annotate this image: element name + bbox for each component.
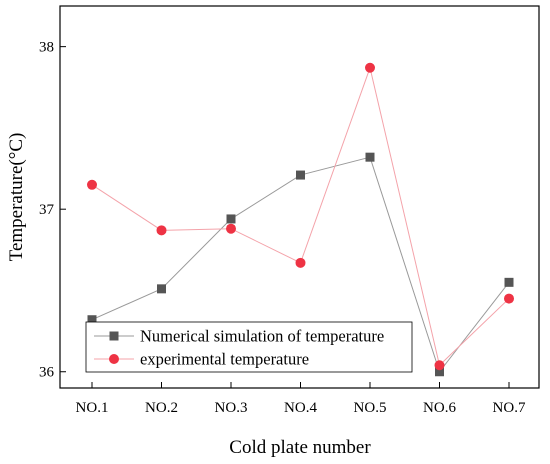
data-point bbox=[365, 152, 375, 162]
data-point bbox=[226, 214, 236, 224]
series-1 bbox=[87, 62, 514, 371]
x-axis-title: Cold plate number bbox=[229, 437, 371, 458]
legend-item: Numerical simulation of temperature bbox=[94, 327, 384, 346]
plot-frame bbox=[59, 5, 540, 389]
x-tick-label: NO.5 bbox=[354, 400, 387, 416]
legend: Numerical simulation of temperature exper… bbox=[85, 321, 413, 373]
y-tick-label: 38 bbox=[39, 40, 54, 56]
y-tick-label: 36 bbox=[39, 365, 55, 381]
data-point bbox=[435, 367, 444, 377]
legend-label: Numerical simulation of temperature bbox=[140, 327, 384, 346]
data-point bbox=[296, 170, 305, 180]
data-point bbox=[87, 179, 97, 190]
x-tick-label: NO.7 bbox=[493, 400, 526, 416]
data-point bbox=[295, 257, 306, 268]
legend-items: Numerical simulation of temperature exper… bbox=[94, 327, 384, 369]
y-tick-label: 37 bbox=[39, 202, 55, 218]
series-0 bbox=[87, 152, 514, 377]
x-tick-label: NO.4 bbox=[284, 400, 317, 416]
x-axis-ticks: NO.1 NO.2 NO.3 NO.4 NO.5 NO.6 NO.7 bbox=[76, 382, 526, 416]
x-tick-label: NO.3 bbox=[215, 400, 248, 416]
data-point bbox=[365, 62, 375, 73]
legend-marker bbox=[109, 331, 119, 341]
legend-label: experimental temperature bbox=[140, 350, 309, 369]
legend-box bbox=[85, 321, 413, 373]
data-point bbox=[87, 315, 97, 325]
data-point bbox=[504, 293, 514, 304]
data-point bbox=[226, 223, 236, 234]
data-point bbox=[156, 225, 167, 236]
series-layer bbox=[87, 62, 514, 377]
x-tick-label: NO.1 bbox=[76, 400, 109, 416]
data-point bbox=[434, 360, 445, 371]
x-tick-label: NO.2 bbox=[145, 400, 178, 416]
legend-item: experimental temperature bbox=[94, 350, 309, 369]
series-line bbox=[91, 66, 510, 367]
y-axis-title: Temperature(°C) bbox=[6, 133, 27, 262]
data-point bbox=[504, 277, 514, 287]
legend-marker bbox=[109, 354, 119, 364]
data-point bbox=[157, 284, 166, 294]
x-tick-label: NO.6 bbox=[423, 400, 456, 416]
y-axis-ticks: 36 37 38 bbox=[39, 40, 66, 381]
